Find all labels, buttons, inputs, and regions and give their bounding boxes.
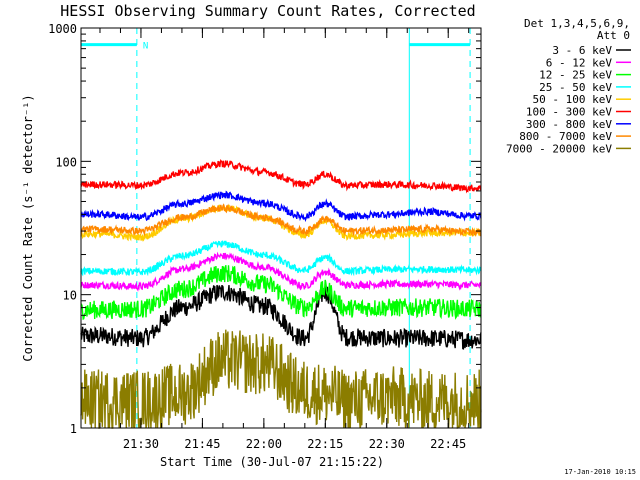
legend-label: 300 - 800 keV [526,118,612,131]
y-tick-label: 10 [63,289,77,303]
x-tick-label: 21:30 [123,437,159,451]
x-tick-label: 21:45 [184,437,220,451]
night-marker-label: N [143,42,148,52]
x-tick-label: 22:45 [430,437,466,451]
series-line [80,329,482,429]
series-line [80,251,482,292]
legend-label: 100 - 300 keV [526,106,612,119]
series-line [80,158,482,194]
x-tick-label: 22:15 [307,437,343,451]
legend-header-line-2: Att 0 [597,29,630,42]
y-axis-label: Corrected Count Rate (s⁻¹ detector⁻¹) [21,94,35,361]
x-axis-label: Start Time (30-Jul-07 21:15:22) [160,455,384,469]
legend-label: 800 - 7000 keV [519,130,612,143]
legend-label: 6 - 12 keV [546,56,613,69]
y-axis: 1 10 100 1000 [48,22,481,436]
legend-label: 12 - 25 keV [539,69,612,82]
x-axis: 21:30 21:45 22:00 22:15 22:30 22:45 [99,28,470,451]
legend-label: 7000 - 20000 keV [506,142,612,155]
legend-label: 25 - 50 keV [539,81,612,94]
series-line [80,190,482,223]
date-stamp: 17-Jan-2010 10:15 [564,468,636,476]
series-line [80,240,482,277]
series-layer [80,158,482,429]
y-tick-label: 100 [55,155,77,169]
y-tick-label: 1 [70,422,77,436]
series-line [80,284,482,350]
legend-header-line-1: Det 1,3,4,5,6,9, [524,17,630,30]
series-line [80,203,482,237]
x-tick-label: 22:30 [369,437,405,451]
x-tick-label: 22:00 [246,437,282,451]
legend-label: 3 - 6 keV [552,44,612,57]
y-tick-label: 1000 [48,22,77,36]
legend-label: 50 - 100 keV [533,93,613,106]
series-line [80,265,482,321]
plot-frame [80,27,482,429]
chart-title: HESSI Observing Summary Count Rates, Cor… [60,2,475,20]
